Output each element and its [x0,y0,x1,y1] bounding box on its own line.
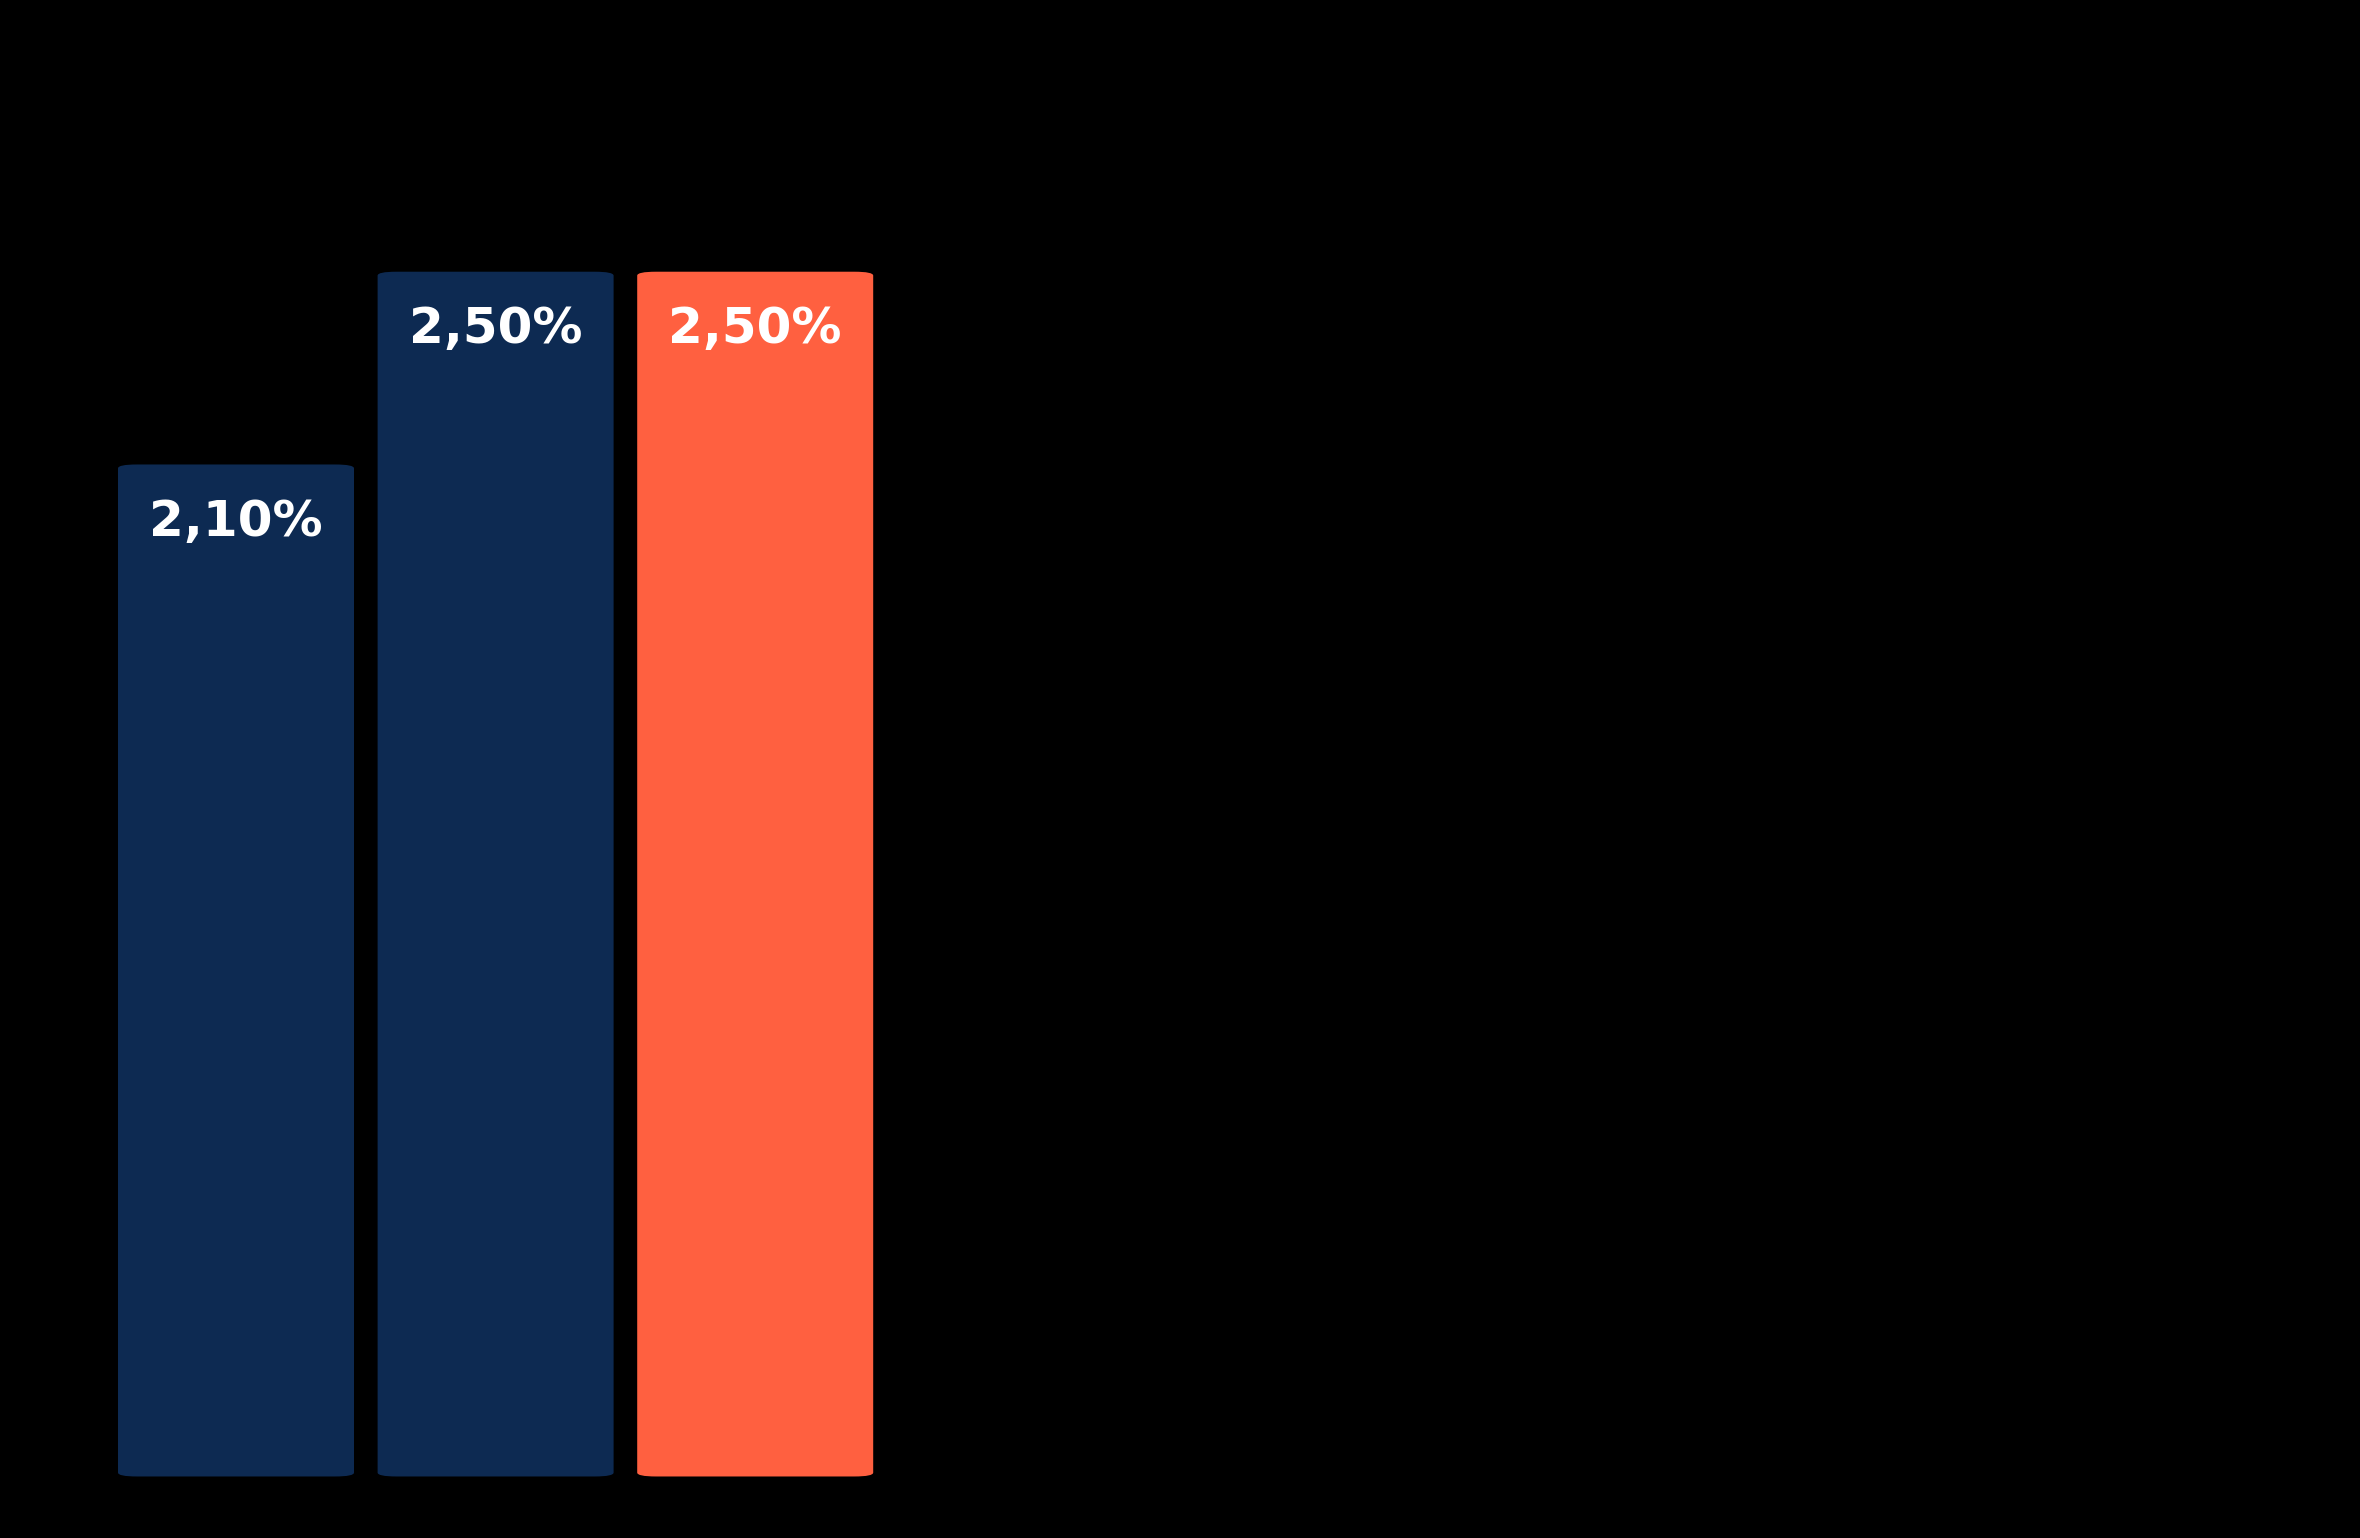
Text: 2,10%: 2,10% [149,498,323,546]
FancyBboxPatch shape [637,272,873,1476]
FancyBboxPatch shape [378,272,614,1476]
Text: 2,50%: 2,50% [408,306,583,354]
Text: 2,50%: 2,50% [668,306,843,354]
FancyBboxPatch shape [118,464,354,1476]
